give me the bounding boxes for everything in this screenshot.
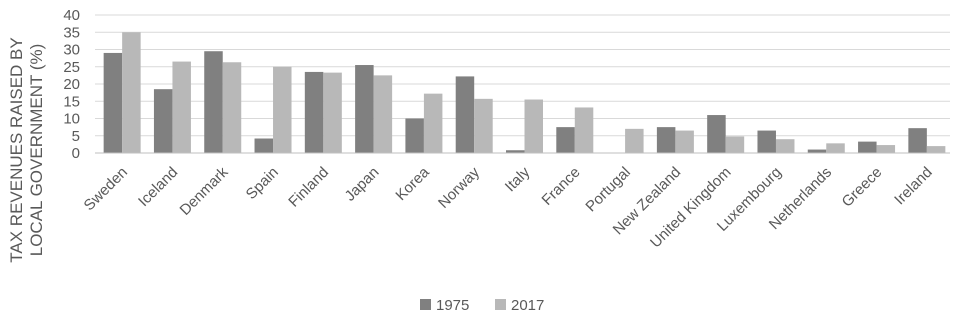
x-tick-label: Italy	[502, 163, 534, 195]
bar-2017-ireland	[926, 146, 946, 153]
y-axis-title-line-2: LOCAL GOVERNMENT (%)	[27, 44, 46, 257]
bar-1975-finland	[304, 71, 324, 153]
y-tick-label: 35	[63, 24, 80, 41]
bar-2017-norway	[474, 98, 493, 153]
bar-2017-denmark	[222, 62, 242, 153]
bar-2017-united-kingdom	[725, 136, 745, 153]
bar-2017-sweden	[122, 32, 141, 153]
bar-1975-luxembourg	[757, 130, 776, 153]
bar-1975-new-zealand	[656, 127, 676, 153]
x-tick-label: Finland	[285, 164, 332, 211]
x-tick-label: Sweden	[81, 164, 131, 214]
x-tick-label: Greece	[839, 164, 886, 211]
y-tick-label: 15	[63, 93, 80, 110]
bar-1975-greece	[858, 141, 877, 153]
bar-2017-iceland	[172, 61, 191, 154]
bar-2017-italy	[524, 99, 543, 153]
y-tick-label: 25	[63, 59, 80, 76]
bars	[103, 32, 946, 154]
x-tick-label: France	[539, 164, 584, 209]
bar-2017-korea	[423, 93, 443, 153]
y-tick-label: 40	[63, 7, 80, 24]
bar-1975-norway	[455, 76, 475, 153]
x-tick-label: Ireland	[891, 164, 935, 208]
bar-2017-portugal	[625, 128, 644, 153]
x-tick-label: Spain	[243, 164, 282, 203]
legend-swatch	[420, 299, 431, 310]
bar-1975-spain	[254, 138, 274, 153]
legend: 1975 2017	[420, 297, 544, 314]
legend-label: 1975	[436, 297, 469, 314]
bar-2017-france	[574, 107, 594, 153]
bar-2017-finland	[323, 72, 342, 153]
bar-1975-netherlands	[807, 149, 827, 153]
bar-1975-iceland	[153, 89, 173, 153]
y-tick-label: 5	[72, 128, 80, 145]
x-tick-label: Norway	[435, 163, 483, 211]
bar-2017-luxembourg	[775, 139, 795, 153]
legend-swatch	[495, 299, 506, 310]
y-tick-label: 20	[63, 76, 80, 93]
bar-1975-italy	[506, 150, 525, 153]
x-tick-label: Korea	[392, 163, 433, 204]
legend-label: 2017	[511, 297, 544, 314]
bar-2017-new-zealand	[675, 130, 694, 153]
bar-1975-france	[556, 127, 575, 153]
y-tick-label: 0	[72, 145, 80, 162]
bar-1975-denmark	[204, 51, 223, 153]
y-tick-label: 10	[63, 111, 80, 128]
x-tick-label: Portugal	[582, 164, 634, 216]
y-axis-title: TAX REVENUES RAISED BY LOCAL GOVERNMENT …	[7, 37, 46, 262]
y-axis-title-line-1: TAX REVENUES RAISED BY	[7, 37, 26, 262]
bar-1975-ireland	[908, 128, 927, 153]
bar-2017-netherlands	[826, 143, 845, 153]
bar-2017-japan	[373, 75, 393, 153]
bar-1975-united-kingdom	[707, 115, 726, 153]
bar-1975-japan	[355, 65, 374, 153]
x-tick-label: Iceland	[135, 164, 181, 210]
bar-1975-sweden	[103, 52, 123, 154]
x-tick-label: Japan	[342, 164, 383, 205]
bar-1975-korea	[405, 118, 424, 153]
y-tick-label: 30	[63, 42, 80, 59]
x-tick-label: Denmark	[177, 163, 232, 218]
bar-2017-spain	[273, 66, 292, 153]
bar-2017-greece	[876, 145, 896, 153]
